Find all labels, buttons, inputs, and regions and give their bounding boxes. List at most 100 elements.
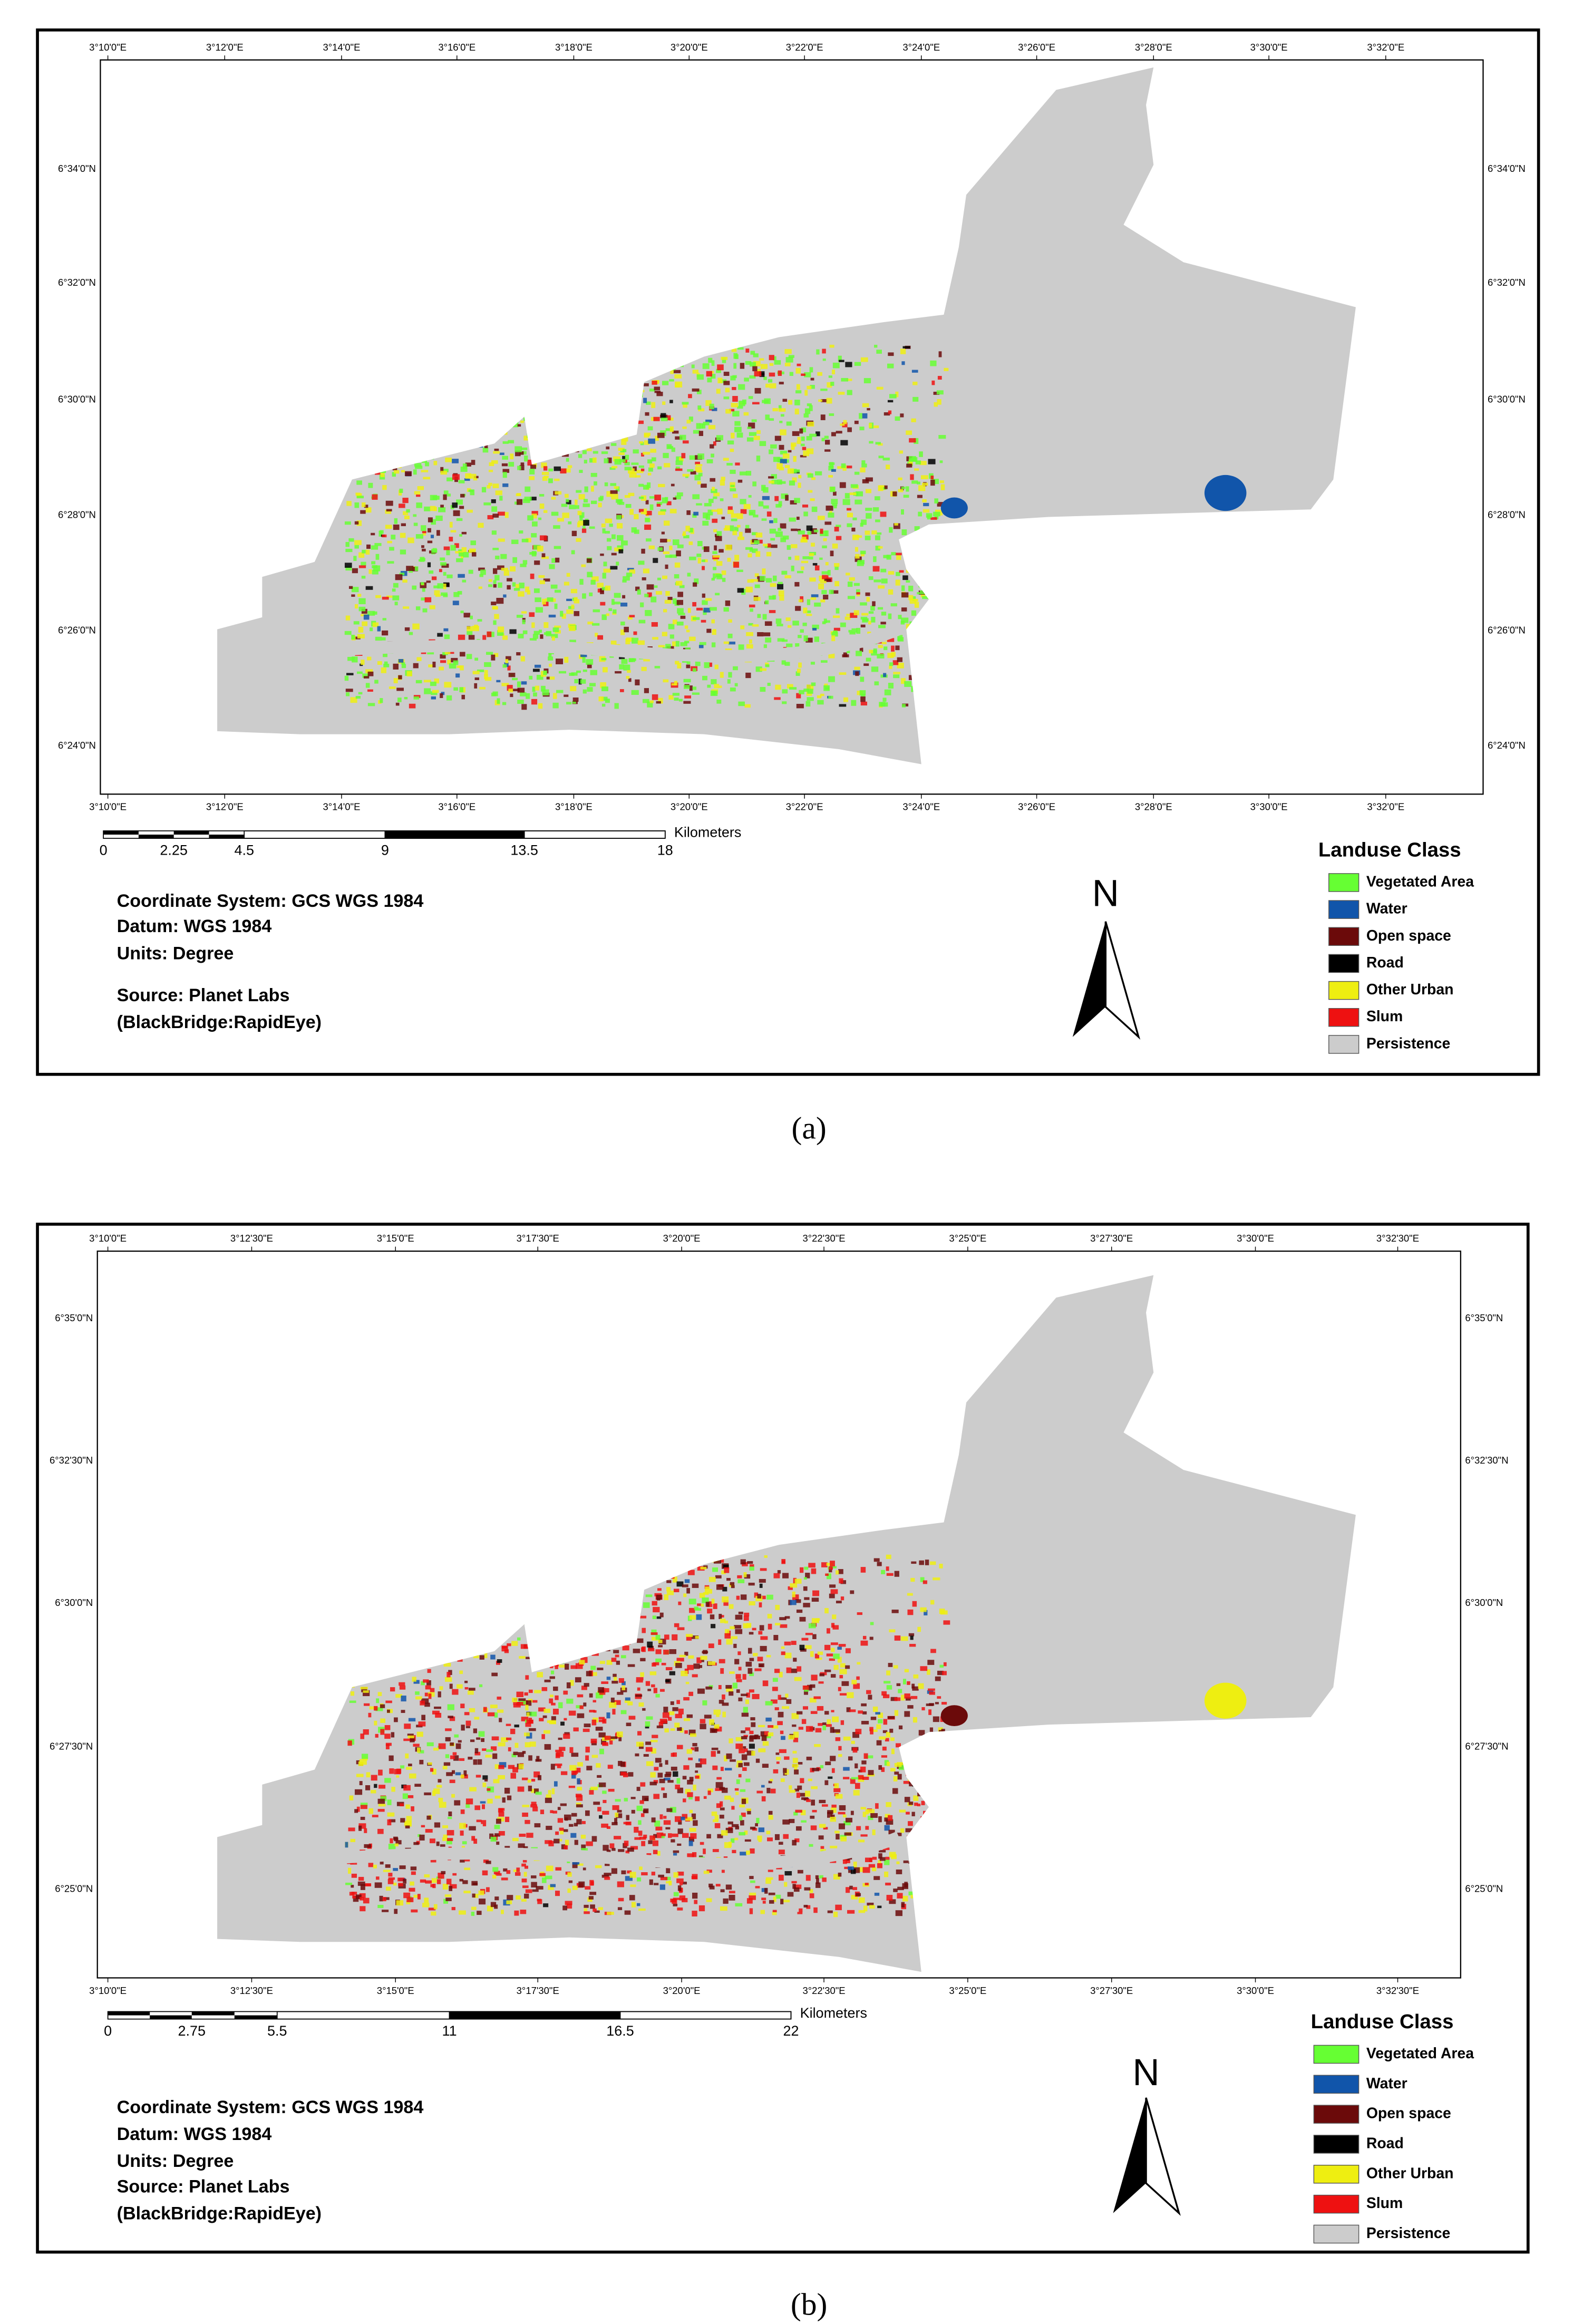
landuse-pixel — [851, 700, 857, 706]
landuse-pixel — [710, 478, 716, 482]
landuse-pixel — [793, 1887, 800, 1892]
landuse-pixel — [521, 704, 527, 710]
map-panel: 3°10'0"E3°10'0"E3°12'0"E3°12'0"E3°14'0"E… — [36, 28, 1540, 1076]
landuse-pixel — [401, 470, 405, 472]
landuse-pixel — [349, 1700, 356, 1703]
landuse-pixel — [641, 1872, 648, 1876]
landuse-pixel — [361, 576, 366, 579]
longitude-label: 3°12'30"E — [230, 1985, 273, 1996]
landuse-pixel — [819, 1799, 826, 1804]
landuse-pixel — [362, 621, 368, 626]
landuse-pixel — [873, 1558, 880, 1562]
landuse-pixel — [731, 1636, 738, 1639]
landuse-pixel — [531, 1875, 537, 1878]
landuse-pixel — [757, 1657, 763, 1662]
landuse-pixel — [758, 501, 764, 507]
landuse-pixel — [507, 1643, 511, 1647]
landuse-pixel — [640, 1658, 646, 1662]
landuse-pixel — [828, 653, 835, 659]
landuse-pixel — [743, 1623, 748, 1629]
landuse-pixel — [901, 585, 905, 591]
landuse-pixel — [773, 1896, 776, 1902]
landuse-pixel — [894, 523, 898, 526]
latitude-label: 6°30'0"N — [1488, 394, 1526, 405]
landuse-pixel — [716, 531, 722, 536]
landuse-pixel — [519, 583, 525, 588]
landuse-pixel — [603, 561, 607, 567]
landuse-pixel — [840, 1580, 847, 1584]
landuse-pixel — [862, 618, 869, 622]
water-body — [940, 497, 968, 519]
landuse-pixel — [871, 1729, 878, 1732]
landuse-pixel — [860, 1807, 866, 1810]
landuse-pixel — [583, 520, 589, 526]
landuse-pixel — [713, 441, 716, 446]
landuse-pixel — [522, 619, 526, 624]
landuse-pixel — [345, 615, 351, 621]
landuse-pixel — [520, 564, 527, 567]
landuse-pixel — [807, 697, 814, 701]
landuse-pixel — [521, 1717, 529, 1721]
longitude-label: 3°10'0"E — [89, 801, 127, 812]
landuse-pixel — [474, 1717, 480, 1720]
legend-label: Water — [1366, 900, 1407, 917]
landuse-pixel — [806, 448, 814, 454]
landuse-pixel — [574, 679, 578, 684]
landuse-pixel — [511, 1754, 517, 1758]
landuse-pixel — [385, 509, 392, 514]
landuse-pixel — [533, 588, 540, 593]
landuse-pixel — [601, 587, 608, 590]
landuse-pixel — [719, 379, 727, 383]
landuse-pixel — [831, 1804, 837, 1808]
landuse-pixel — [636, 1787, 640, 1791]
landuse-pixel — [605, 585, 611, 591]
landuse-pixel — [768, 1870, 773, 1872]
landuse-pixel — [494, 1795, 501, 1799]
landuse-pixel — [508, 440, 514, 443]
landuse-pixel — [629, 1895, 635, 1901]
landuse-pixel — [584, 1683, 589, 1687]
landuse-pixel — [696, 503, 702, 506]
landuse-pixel — [894, 1635, 901, 1641]
landuse-pixel — [632, 637, 639, 644]
landuse-pixel — [896, 1683, 901, 1687]
landuse-pixel — [849, 492, 857, 495]
landuse-pixel — [834, 527, 839, 532]
landuse-pixel — [424, 688, 431, 694]
landuse-pixel — [508, 689, 513, 693]
landuse-pixel — [911, 480, 918, 484]
landuse-pixel — [740, 499, 746, 505]
landuse-pixel — [630, 1797, 636, 1799]
landuse-pixel — [533, 545, 541, 550]
landuse-pixel — [424, 506, 431, 511]
landuse-pixel — [461, 531, 467, 535]
landuse-pixel — [810, 1815, 815, 1819]
landuse-pixel — [764, 1731, 769, 1737]
landuse-pixel — [636, 1805, 643, 1812]
landuse-pixel — [748, 623, 753, 626]
landuse-pixel — [572, 701, 576, 704]
landuse-pixel — [506, 1900, 512, 1904]
landuse-pixel — [669, 379, 674, 382]
landuse-pixel — [675, 436, 683, 440]
landuse-pixel — [363, 676, 370, 679]
landuse-pixel — [895, 645, 900, 651]
landuse-pixel — [355, 1894, 362, 1900]
landuse-pixel — [425, 462, 430, 467]
landuse-pixel — [755, 532, 763, 538]
landuse-pixel — [789, 1789, 795, 1793]
landuse-pixel — [614, 459, 622, 465]
landuse-pixel — [823, 685, 830, 691]
landuse-pixel — [522, 1751, 526, 1754]
landuse-pixel — [810, 528, 817, 535]
landuse-pixel — [826, 1724, 832, 1727]
landuse-pixel — [375, 1734, 378, 1738]
landuse-pixel — [779, 444, 784, 450]
landuse-pixel — [705, 419, 712, 423]
landuse-pixel — [402, 579, 407, 583]
landuse-pixel — [493, 451, 500, 454]
landuse-pixel — [529, 638, 537, 642]
landuse-pixel — [926, 513, 933, 518]
landuse-pixel — [539, 1873, 546, 1876]
